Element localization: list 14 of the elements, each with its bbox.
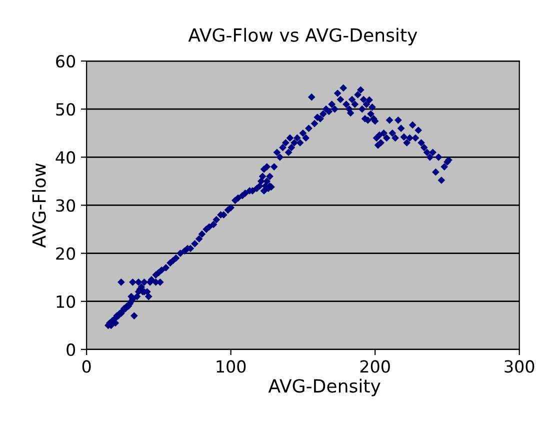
x-tick-label: 100 bbox=[216, 360, 246, 373]
x-tick-label: 300 bbox=[504, 360, 534, 373]
x-tick-label: 200 bbox=[360, 360, 390, 373]
y-tick-label: 0 bbox=[66, 343, 76, 356]
y-tick-label: 50 bbox=[56, 103, 76, 116]
y-tick-label: 10 bbox=[56, 295, 76, 308]
y-tick-label: 30 bbox=[56, 199, 76, 212]
y-tick-label: 20 bbox=[56, 247, 76, 260]
y-tick-label: 60 bbox=[56, 55, 76, 68]
chart-title: AVG-Flow vs AVG-Density bbox=[188, 28, 418, 46]
x-axis-title: AVG-Density bbox=[268, 378, 380, 396]
y-tick-label: 40 bbox=[56, 151, 76, 164]
x-tick-label: 0 bbox=[82, 360, 91, 373]
y-axis-title: AVG-Flow bbox=[32, 163, 46, 248]
